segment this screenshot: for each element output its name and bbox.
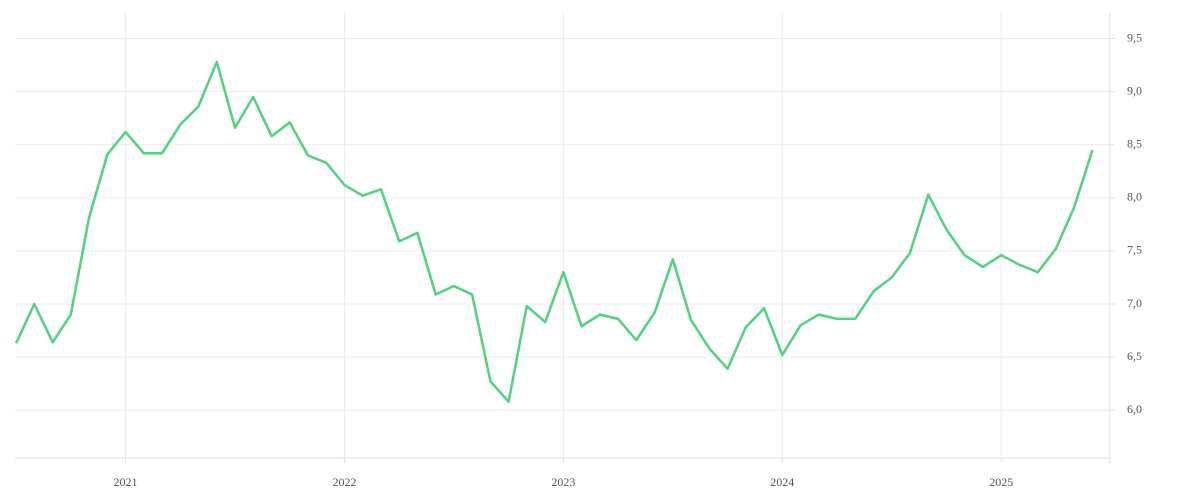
- y-tick-label: 6,0: [1127, 402, 1142, 416]
- x-tick-label: 2024: [770, 475, 794, 489]
- data-line: [14, 60, 1094, 403]
- y-tick-label: 8,5: [1127, 136, 1142, 150]
- y-tick-label: 7,5: [1127, 243, 1142, 257]
- x-tick-label: 2021: [114, 475, 138, 489]
- y-tick-label: 9,0: [1127, 83, 1142, 97]
- x-tick-label: 2022: [332, 475, 356, 489]
- x-tick-label: 2023: [551, 475, 575, 489]
- y-tick-label: 8,0: [1127, 190, 1142, 204]
- x-tick-label: 2025: [989, 475, 1013, 489]
- y-tick-label: 7,0: [1127, 296, 1142, 310]
- y-tick-label: 9,5: [1127, 30, 1142, 44]
- y-tick-label: 6,5: [1127, 349, 1142, 363]
